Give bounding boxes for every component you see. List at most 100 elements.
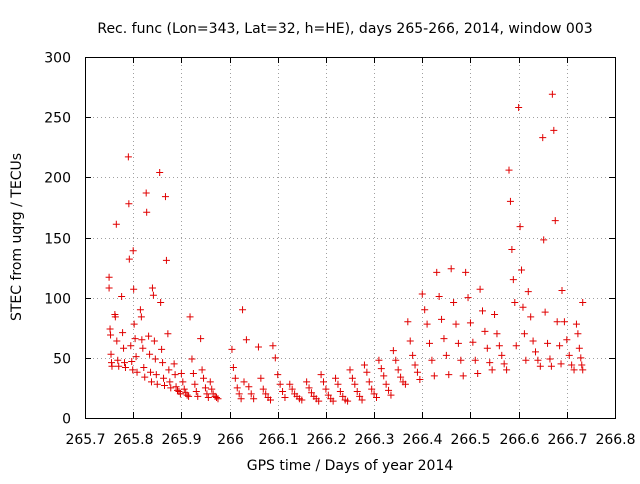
data-point	[503, 366, 511, 374]
x-tick-labels: 265.7 265.8 265.9 266 266.1 266.2 266.3 266.4 26…	[65, 432, 635, 448]
data-point	[146, 350, 154, 358]
data-point	[527, 313, 535, 321]
data-point	[360, 361, 368, 369]
data-point	[153, 380, 161, 388]
data-point	[565, 351, 573, 359]
x-tick-label: 266.5	[450, 432, 490, 448]
data-point	[406, 337, 414, 345]
data-point	[546, 355, 554, 363]
data-point	[233, 384, 241, 392]
x-tick-label: 266.8	[595, 432, 635, 448]
data-point	[411, 361, 419, 369]
data-point	[180, 385, 188, 393]
data-point	[189, 369, 197, 377]
data-point	[515, 104, 523, 112]
data-point	[228, 345, 236, 353]
data-point	[147, 368, 155, 376]
y-tick-label: 250	[44, 111, 71, 127]
data-point	[239, 306, 247, 314]
y-axis-label: STEC from uqrg / TECUs	[9, 153, 25, 321]
data-point	[229, 363, 237, 371]
data-point	[250, 395, 258, 403]
data-point	[183, 391, 191, 399]
data-point	[257, 374, 265, 382]
data-point	[495, 342, 503, 350]
data-point	[131, 335, 139, 343]
data-point	[557, 360, 565, 368]
data-point	[167, 384, 175, 392]
data-point	[550, 126, 558, 134]
data-point	[512, 342, 520, 350]
data-point	[305, 384, 313, 392]
y-tick-label: 50	[53, 352, 71, 368]
data-point	[578, 361, 586, 369]
data-point	[401, 380, 409, 388]
data-point	[553, 318, 561, 326]
data-point	[394, 366, 402, 374]
data-point	[139, 344, 147, 352]
data-point	[201, 384, 209, 392]
data-point	[128, 357, 136, 365]
data-point	[170, 360, 178, 368]
data-point	[541, 308, 549, 316]
data-point	[438, 315, 446, 323]
x-tick-label: 265.7	[65, 432, 105, 448]
data-point	[165, 366, 173, 374]
x-axis-label: GPS time / Days of year 2014	[247, 458, 454, 474]
data-point	[409, 351, 417, 359]
y-tick-label: 200	[44, 171, 71, 187]
x-tick-label: 266.1	[258, 432, 298, 448]
data-point	[188, 355, 196, 363]
data-point	[377, 365, 385, 373]
data-point	[151, 355, 159, 363]
data-point	[108, 362, 116, 370]
data-point	[107, 331, 115, 339]
data-point	[213, 394, 221, 402]
data-point	[262, 390, 270, 398]
data-point	[145, 332, 153, 340]
data-point	[547, 362, 555, 370]
data-point	[138, 336, 146, 344]
data-point	[204, 394, 212, 402]
data-point	[161, 382, 168, 390]
data-point	[479, 307, 486, 315]
data-point	[119, 329, 127, 337]
data-point	[157, 298, 165, 306]
data-point	[206, 378, 214, 386]
data-point	[194, 392, 202, 400]
data-point	[160, 374, 168, 382]
data-point	[164, 330, 172, 338]
data-point	[132, 353, 140, 361]
data-point	[140, 363, 148, 371]
data-point	[112, 220, 120, 228]
data-point	[466, 319, 474, 327]
data-point	[279, 388, 287, 396]
data-point	[430, 372, 438, 380]
data-point	[276, 380, 284, 388]
data-point	[336, 388, 344, 396]
data-point	[428, 356, 436, 364]
data-point	[156, 169, 164, 177]
data-point	[508, 246, 516, 254]
data-point	[121, 359, 129, 367]
data-point	[519, 303, 527, 311]
data-point	[111, 313, 119, 321]
data-point	[387, 391, 395, 399]
data-point	[267, 396, 274, 404]
data-point	[203, 390, 211, 398]
data-point	[231, 374, 239, 382]
data-point	[520, 330, 528, 338]
data-point	[358, 396, 366, 404]
data-point	[136, 306, 144, 314]
data-point	[130, 285, 138, 293]
data-point	[548, 90, 556, 98]
data-point	[113, 337, 121, 345]
data-point	[491, 311, 499, 319]
data-point	[179, 378, 187, 386]
data-point	[161, 193, 169, 201]
data-point	[556, 342, 564, 350]
y-tick-labels: 0 50 100 150 200 250 300	[44, 51, 71, 428]
x-tick-label: 266.4	[402, 432, 442, 448]
data-point	[433, 268, 441, 276]
data-point	[143, 208, 151, 216]
